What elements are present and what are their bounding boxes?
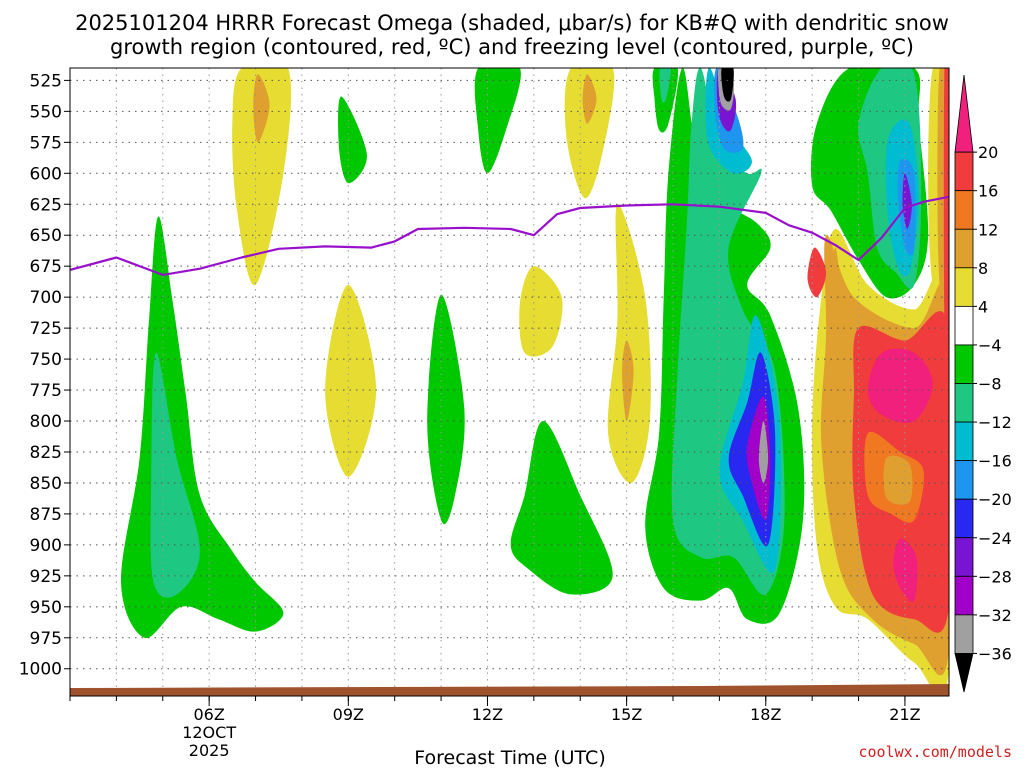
- colorbar-label-10: −24: [978, 529, 1012, 548]
- colorbar-label-2: 12: [978, 220, 998, 239]
- y-tick-label-625: 625: [30, 195, 62, 215]
- omega-region-orange-15z: [622, 340, 634, 421]
- y-tick-label-900: 900: [30, 536, 62, 556]
- colorbar: 20 16 12 8 4 −4 −8 −12 −16 −20 −24 −28 −32 −36: [954, 74, 1012, 693]
- colorbar-label-7: −12: [978, 413, 1012, 432]
- y-tick-label-575: 575: [30, 133, 62, 153]
- omega-region-orange-14z: [582, 74, 597, 124]
- colorbar-band-12: [954, 575, 974, 616]
- y-tick-label-725: 725: [30, 319, 62, 339]
- y-tick-label-650: 650: [30, 226, 62, 246]
- y-axis-ticks: 525 550 575 600 625 650 675 700 725 750 775 800 825 8…: [19, 71, 70, 680]
- colorbar-band-7: [954, 383, 974, 423]
- x-tick-label-18Z: 18Z: [750, 705, 781, 724]
- omega-region-pink-lower: [893, 538, 918, 602]
- omega-region-green-13z-bottom: [510, 421, 613, 595]
- colorbar-label-3: 8: [978, 259, 988, 278]
- omega-shading: [120, 68, 949, 696]
- y-tick-label-975: 975: [30, 629, 62, 649]
- y-tick-label-550: 550: [30, 102, 62, 122]
- omega-region-green-11z: [427, 294, 465, 525]
- colorbar-label-12: −32: [978, 606, 1012, 625]
- colorbar-band-bottom-arrow: [954, 653, 974, 693]
- omega-region-amber-inner-right: [883, 455, 913, 505]
- credit-link[interactable]: coolwx.com/models: [858, 743, 1012, 761]
- colorbar-label-0: 20: [978, 143, 998, 162]
- y-tick-label-875: 875: [30, 505, 62, 525]
- freezing-level-contour: [70, 195, 949, 276]
- y-tick-label-850: 850: [30, 474, 62, 494]
- plot-frame: [69, 67, 950, 697]
- colorbar-band-8: [954, 421, 974, 462]
- omega-region-yellow-13z: [519, 266, 563, 357]
- colorbar-label-9: −20: [978, 490, 1012, 509]
- colorbar-band-1: [954, 151, 974, 192]
- y-tick-label-950: 950: [30, 598, 62, 618]
- omega-region-purple-right: [902, 173, 912, 229]
- omega-region-green-0830: [338, 96, 367, 184]
- colorbar-band-9: [954, 460, 974, 500]
- y-tick-label-700: 700: [30, 288, 62, 308]
- chart-title-line2: growth region (contoured, red, ºC) and f…: [110, 35, 914, 59]
- x-tick-label-15Z: 15Z: [611, 705, 642, 724]
- y-tick-label-525: 525: [30, 71, 62, 91]
- colorbar-label-6: −8: [978, 375, 1002, 394]
- x-tick-date-06Z: 12OCT: [182, 723, 236, 742]
- colorbar-band-5: [954, 305, 974, 346]
- x-tick-label-12Z: 12Z: [472, 705, 503, 724]
- colorbar-band-2: [954, 190, 974, 230]
- chart-title-line1: 2025101204 HRRR Forecast Omega (shaded, …: [75, 11, 949, 35]
- y-tick-label-775: 775: [30, 381, 62, 401]
- omega-region-red-rightedge: [943, 68, 949, 354]
- x-tick-label-06Z: 06Z: [193, 705, 224, 724]
- y-tick-label-1000: 1000: [19, 660, 62, 680]
- colorbar-label-11: −28: [978, 567, 1012, 586]
- omega-region-red-1845: [807, 247, 827, 298]
- y-tick-label-750: 750: [30, 350, 62, 370]
- omega-region-teal-top-1530: [659, 68, 671, 103]
- colorbar-band-11: [954, 537, 974, 577]
- colorbar-band-13: [954, 614, 974, 654]
- omega-region-yellow-07z: [232, 68, 292, 285]
- freezing-level-line: [70, 195, 949, 276]
- y-tick-label-825: 825: [30, 443, 62, 463]
- x-tick-label-09Z: 09Z: [333, 705, 364, 724]
- colorbar-band-10: [954, 498, 974, 539]
- omega-region-pink-upper: [867, 348, 933, 423]
- x-axis-label: Forecast Time (UTC): [414, 747, 605, 768]
- y-tick-label-925: 925: [30, 567, 62, 587]
- colorbar-label-13: −36: [978, 644, 1012, 663]
- x-tick-label-21Z: 21Z: [889, 705, 920, 724]
- omega-region-yellow-09z: [325, 284, 377, 477]
- colorbar-band-top-arrow: [954, 74, 974, 153]
- y-tick-label-600: 600: [30, 164, 62, 184]
- colorbar-label-8: −16: [978, 452, 1012, 471]
- x-tick-year-06Z: 2025: [189, 741, 230, 760]
- omega-region-yellow-14z: [564, 68, 615, 199]
- y-tick-label-800: 800: [30, 412, 62, 432]
- colorbar-label-4: 4: [978, 297, 988, 316]
- colorbar-band-6: [954, 344, 974, 384]
- omega-region-gray-low: [758, 421, 769, 483]
- omega-region-yellow-15z: [607, 204, 651, 484]
- colorbar-band-4: [954, 267, 974, 307]
- omega-region-green-12z-top: [474, 68, 521, 174]
- omega-region-black-top: [721, 68, 734, 102]
- colorbar-label-5: −4: [978, 336, 1002, 355]
- terrain-ground: [70, 684, 949, 696]
- colorbar-label-1: 16: [978, 182, 998, 201]
- gridlines: [69, 68, 949, 696]
- colorbar-band-3: [954, 228, 974, 269]
- omega-region-orange-07z: [253, 74, 270, 143]
- y-tick-label-675: 675: [30, 257, 62, 277]
